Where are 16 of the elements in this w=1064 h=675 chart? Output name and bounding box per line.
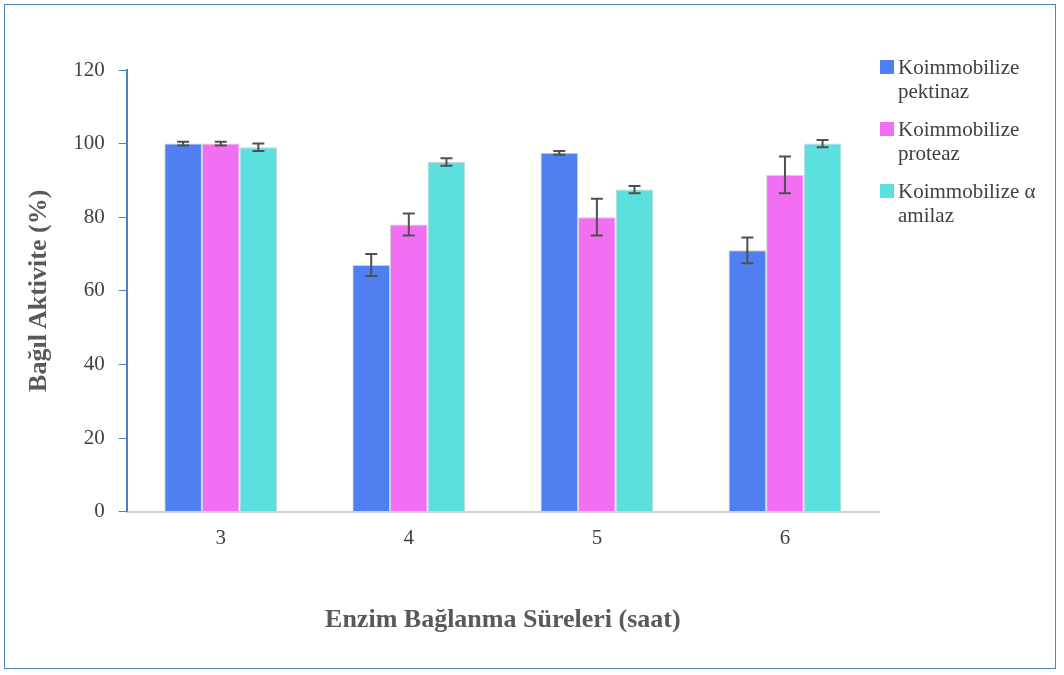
x-axis-title: Enzim Bağlanma Süreleri (saat) xyxy=(325,604,681,634)
legend-label: Koimmobilize α amilaz xyxy=(898,179,1037,227)
y-tick-label: 40 xyxy=(83,350,105,375)
legend-label: Koimmobilize proteaz xyxy=(898,117,1021,165)
x-tick-label: 5 xyxy=(591,524,603,549)
x-tick-label: 3 xyxy=(215,524,226,549)
x-tick-label: 6 xyxy=(779,524,791,549)
legend-label: Koimmobilize pektinaz xyxy=(898,55,1021,103)
y-tick-label: 100 xyxy=(73,130,105,155)
y-tick-label: 0 xyxy=(94,498,105,523)
y-tick-label: 80 xyxy=(83,203,105,228)
y-tick-label: 120 xyxy=(73,56,105,81)
y-tick-label: 60 xyxy=(83,277,105,302)
y-axis-title: Bağıl Aktivite (%) xyxy=(23,189,53,392)
y-tick-label: 20 xyxy=(83,424,105,449)
x-tick-label: 4 xyxy=(403,524,415,549)
